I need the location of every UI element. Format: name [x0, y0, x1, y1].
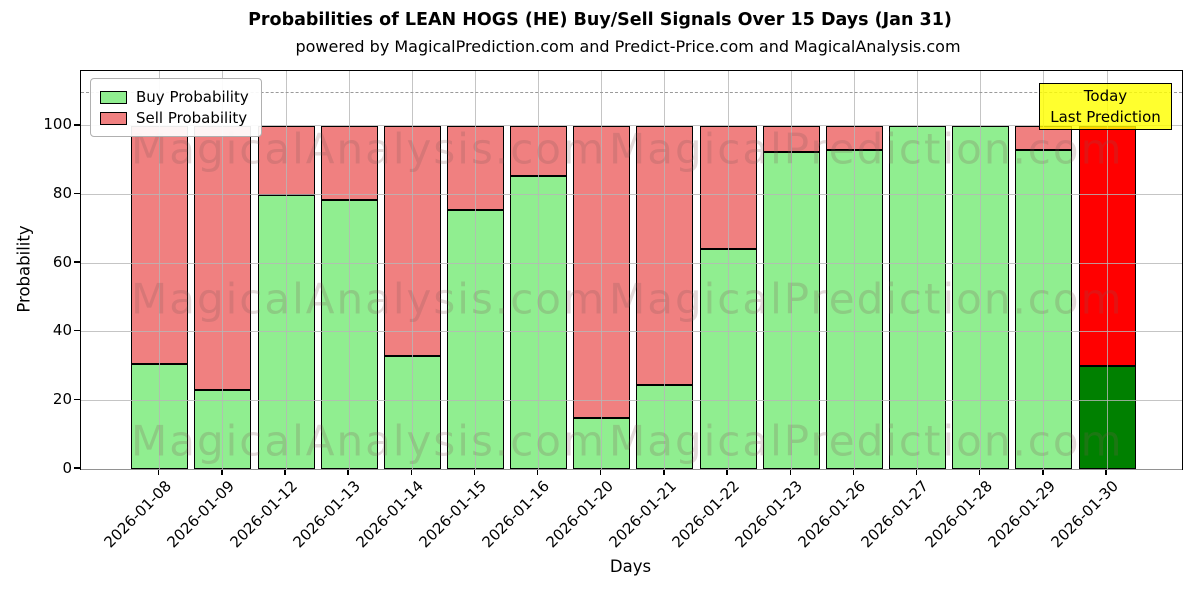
y-tick-mark-100	[74, 124, 80, 126]
watermark-right-row2: MagicalPrediction.com	[609, 274, 1124, 324]
v-gridline-2026-01-16	[538, 71, 540, 469]
x-tick-mark-2026-01-21	[663, 469, 665, 475]
annotation-line-2: Last Prediction	[1050, 107, 1161, 126]
x-tick-mark-2026-01-15	[473, 469, 476, 475]
x-tick-mark-2026-01-20	[600, 469, 602, 475]
v-gridline-2026-01-14	[411, 71, 413, 469]
y-tick-mark-60	[74, 261, 80, 263]
legend-item-buy: Buy Probability	[100, 88, 249, 106]
h-gridline-60	[81, 262, 1182, 264]
y-tick-mark-40	[74, 330, 80, 332]
chart-subtitle: powered by MagicalPrediction.com and Pre…	[295, 37, 961, 56]
x-tick-mark-2026-01-16	[536, 469, 539, 475]
y-tick-label-60: 60	[52, 252, 72, 271]
watermark-left-row3: MagicalAnalysis.com	[131, 416, 606, 466]
watermark-left-row2: MagicalAnalysis.com	[131, 274, 606, 324]
buy-swatch-icon	[100, 90, 127, 104]
v-gridline-2026-01-21	[664, 71, 666, 469]
y-tick-label-20: 20	[52, 389, 72, 408]
x-tick-mark-2026-01-30	[1105, 469, 1107, 475]
x-tick-mark-2026-01-23	[789, 469, 791, 475]
v-gridline-2026-01-12	[285, 71, 287, 469]
v-gridline-2026-01-22	[727, 71, 729, 469]
v-gridline-2026-01-28	[980, 71, 982, 469]
x-tick-mark-2026-01-22	[726, 469, 728, 475]
x-tick-mark-2026-01-27	[915, 469, 918, 475]
v-gridline-2026-01-20	[601, 71, 603, 469]
sell-swatch-icon	[100, 111, 127, 125]
legend: Buy Probability Sell Probability	[90, 78, 262, 137]
y-tick-mark-20	[74, 398, 80, 401]
v-gridline-2026-01-27	[917, 71, 919, 469]
y-tick-label-40: 40	[52, 321, 72, 340]
v-gridline-2026-01-26	[853, 71, 855, 469]
plot-area: Buy Probability Sell Probability Today La…	[80, 70, 1183, 470]
v-gridline-2026-01-13	[348, 71, 350, 469]
h-gridline-0	[81, 468, 1182, 470]
v-gridline-2026-01-30	[1106, 71, 1108, 469]
v-gridline-2026-01-08	[159, 71, 161, 469]
x-tick-mark-2026-01-08	[158, 469, 160, 475]
chart-title: Probabilities of LEAN HOGS (HE) Buy/Sell…	[248, 10, 952, 30]
legend-item-sell: Sell Probability	[100, 109, 249, 127]
x-tick-mark-2026-01-09	[221, 469, 223, 475]
watermark-right-row3: MagicalPrediction.com	[609, 416, 1124, 466]
y-tick-label-0: 0	[62, 458, 72, 477]
y-tick-mark-80	[74, 192, 80, 195]
v-gridline-2026-01-29	[1043, 71, 1045, 469]
y-tick-mark-0	[74, 467, 80, 469]
x-tick-mark-2026-01-28	[979, 469, 981, 475]
dashed-threshold-line	[81, 91, 1182, 93]
h-gridline-40	[81, 331, 1182, 333]
x-tick-mark-2026-01-13	[347, 469, 349, 475]
y-tick-label-100: 100	[43, 115, 72, 134]
legend-label-buy: Buy Probability	[136, 88, 249, 106]
v-gridline-2026-01-23	[790, 71, 792, 469]
x-axis-label: Days	[609, 557, 652, 576]
x-tick-mark-2026-01-29	[1042, 469, 1044, 475]
x-tick-mark-2026-01-26	[852, 469, 855, 475]
x-tick-mark-2026-01-12	[284, 469, 286, 475]
v-gridline-2026-01-15	[474, 71, 476, 469]
v-gridline-2026-01-09	[222, 71, 224, 469]
h-gridline-100	[81, 125, 1182, 127]
today-annotation: Today Last Prediction	[1039, 83, 1172, 131]
h-gridline-80	[81, 194, 1182, 196]
watermark-right-row1: MagicalPrediction.com	[609, 124, 1124, 174]
legend-label-sell: Sell Probability	[136, 109, 248, 127]
h-gridline-20	[81, 399, 1182, 401]
annotation-line-1: Today	[1083, 87, 1128, 105]
x-tick-mark-2026-01-14	[410, 469, 412, 475]
y-tick-label-80: 80	[52, 184, 72, 203]
